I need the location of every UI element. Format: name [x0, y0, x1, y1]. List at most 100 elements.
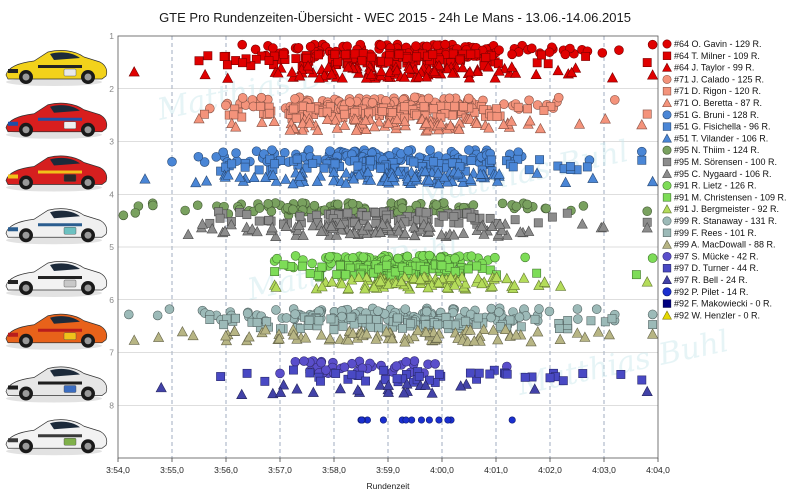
data-point [492, 104, 501, 114]
data-point [423, 93, 434, 104]
data-point [534, 304, 544, 314]
legend-label: #95 C. Nygaard - 106 R. [674, 169, 772, 179]
data-point [304, 117, 316, 128]
data-point [290, 94, 300, 104]
data-point [359, 114, 372, 126]
data-point [153, 331, 165, 342]
data-point [326, 276, 338, 287]
data-point [216, 372, 226, 381]
data-point [290, 309, 300, 319]
data-point [409, 229, 421, 241]
data-point [358, 252, 369, 262]
data-point [510, 329, 522, 340]
data-point [291, 113, 301, 123]
data-point [292, 154, 302, 164]
data-point [429, 104, 438, 114]
data-point [498, 118, 510, 129]
data-point [242, 210, 252, 220]
data-point [348, 173, 360, 184]
data-point [290, 251, 301, 261]
data-point [231, 313, 240, 323]
data-point [448, 49, 458, 59]
x-tick-label: 3:55,0 [160, 465, 184, 475]
data-point [275, 386, 287, 397]
legend-marker [662, 110, 672, 120]
data-point [384, 57, 393, 67]
data-point [353, 169, 365, 180]
car-97-points [155, 356, 653, 399]
data-point [494, 45, 504, 55]
data-point [445, 271, 457, 282]
car-image-99 [5, 313, 108, 350]
data-point [375, 65, 387, 76]
data-point [468, 335, 480, 346]
data-point [291, 383, 303, 394]
data-point [466, 156, 476, 166]
data-point [496, 224, 508, 235]
data-point [478, 323, 490, 334]
data-point [326, 314, 336, 324]
data-point [523, 225, 535, 236]
data-point [400, 304, 411, 314]
data-point [291, 54, 301, 64]
data-point [167, 157, 177, 167]
legend-marker [662, 264, 672, 273]
data-point [203, 51, 213, 61]
legend-item: #97 R. Bell - 24 R. [662, 274, 748, 285]
data-point [248, 171, 260, 183]
data-point [532, 326, 544, 337]
data-point [193, 112, 205, 124]
data-point [293, 219, 305, 230]
data-point [439, 211, 449, 221]
data-point [537, 50, 546, 60]
data-point [222, 72, 234, 83]
data-point [373, 116, 385, 127]
data-point [267, 169, 279, 180]
data-point [413, 71, 425, 82]
data-point [281, 313, 292, 323]
data-point [316, 376, 325, 386]
data-point [471, 65, 483, 77]
data-point [428, 157, 438, 167]
data-point [382, 278, 394, 289]
legend-marker [662, 74, 672, 84]
data-point [408, 272, 420, 283]
data-point [330, 159, 340, 169]
data-point [637, 146, 647, 157]
data-point [294, 170, 306, 181]
data-point [222, 60, 232, 70]
data-point [447, 158, 457, 168]
data-point [336, 72, 348, 83]
data-point [342, 334, 354, 345]
data-point [237, 93, 248, 103]
legend-label: #92 F. Makowiecki - 0 R. [674, 299, 772, 309]
data-point [491, 271, 503, 282]
data-point [237, 39, 247, 50]
legend-label: #99 F. Rees - 101 R. [674, 228, 757, 238]
data-point [380, 325, 392, 337]
legend-marker [662, 193, 672, 202]
data-point [254, 216, 264, 226]
data-point [592, 326, 604, 337]
data-point [502, 369, 512, 379]
data-point [313, 270, 323, 280]
data-point [293, 43, 304, 53]
data-point [319, 163, 329, 173]
data-point [466, 212, 476, 222]
data-point [474, 168, 486, 179]
data-point [411, 41, 421, 51]
data-point [463, 93, 474, 104]
data-point [402, 53, 412, 63]
data-point [433, 177, 445, 189]
legend-marker [662, 299, 672, 308]
legend-label: #97 S. Mücke - 42 R. [674, 251, 759, 261]
data-point [422, 41, 432, 52]
data-point [264, 215, 274, 225]
data-point [296, 124, 308, 135]
data-point [353, 161, 363, 171]
legend-marker [662, 97, 672, 108]
data-point [442, 163, 452, 173]
data-point [333, 199, 343, 210]
car-91-points [269, 250, 658, 294]
legend-label: #71 J. Calado - 125 R. [674, 74, 764, 84]
